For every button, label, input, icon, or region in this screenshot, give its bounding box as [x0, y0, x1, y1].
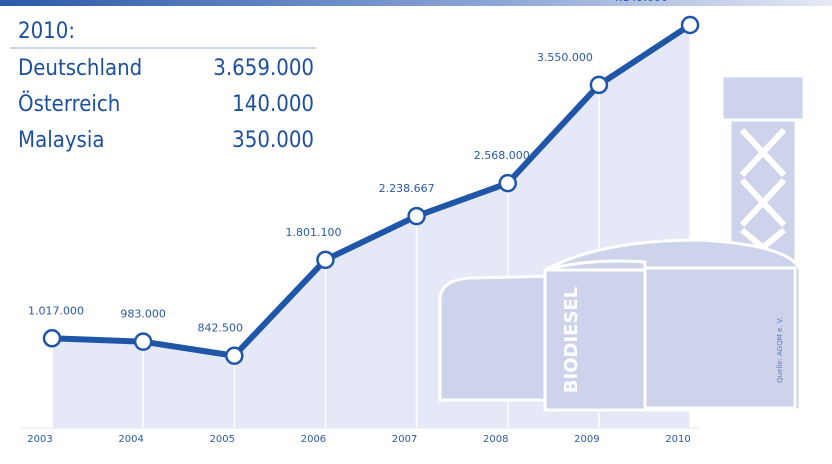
value-label: 3.550.000 [537, 51, 593, 64]
x-tick-label: 2008 [483, 434, 508, 445]
point [225, 346, 244, 365]
summary-title: 2010: [18, 19, 75, 44]
x-tick-label: 2004 [118, 434, 143, 445]
point [680, 15, 700, 35]
x-tick-label: 2005 [210, 434, 235, 445]
x-tick-label: 2006 [301, 434, 326, 445]
amount: 140.000 [232, 92, 314, 117]
point [42, 329, 62, 348]
point [498, 173, 517, 193]
x-tick-label: 2010 [665, 434, 690, 445]
x-tick-label: 2007 [392, 434, 417, 445]
country: Österreich [18, 91, 120, 117]
point [133, 332, 153, 351]
value-label: 1.017.000 [28, 304, 84, 317]
country: Malaysia [18, 128, 105, 153]
value-label: 983.000 [120, 308, 166, 321]
amount: 350.000 [232, 128, 314, 153]
value-label: 2.238.667 [379, 182, 435, 195]
value-label: 842.500 [198, 322, 244, 335]
illustration-label: BIODIESEL [561, 287, 582, 393]
amount: 3.659.000 [213, 56, 314, 81]
top-bar [0, 0, 832, 6]
country: Deutschland [18, 56, 142, 81]
point [589, 75, 609, 95]
illustration [438, 74, 806, 412]
source: Quelle: AGQM e. V. [776, 317, 784, 383]
line [51, 22, 692, 359]
point [407, 206, 426, 226]
value-label: 4.149.000 [612, 0, 668, 4]
point [316, 250, 335, 270]
x-tick-label: 2009 [574, 434, 599, 445]
summary-table: 2010: Deutschland 3.659.000 Österreich 140.… [10, 19, 316, 153]
value-label: 1.801.100 [285, 226, 341, 239]
value-label: 2.568.000 [474, 149, 530, 162]
x-tick-label: 2003 [27, 434, 52, 445]
